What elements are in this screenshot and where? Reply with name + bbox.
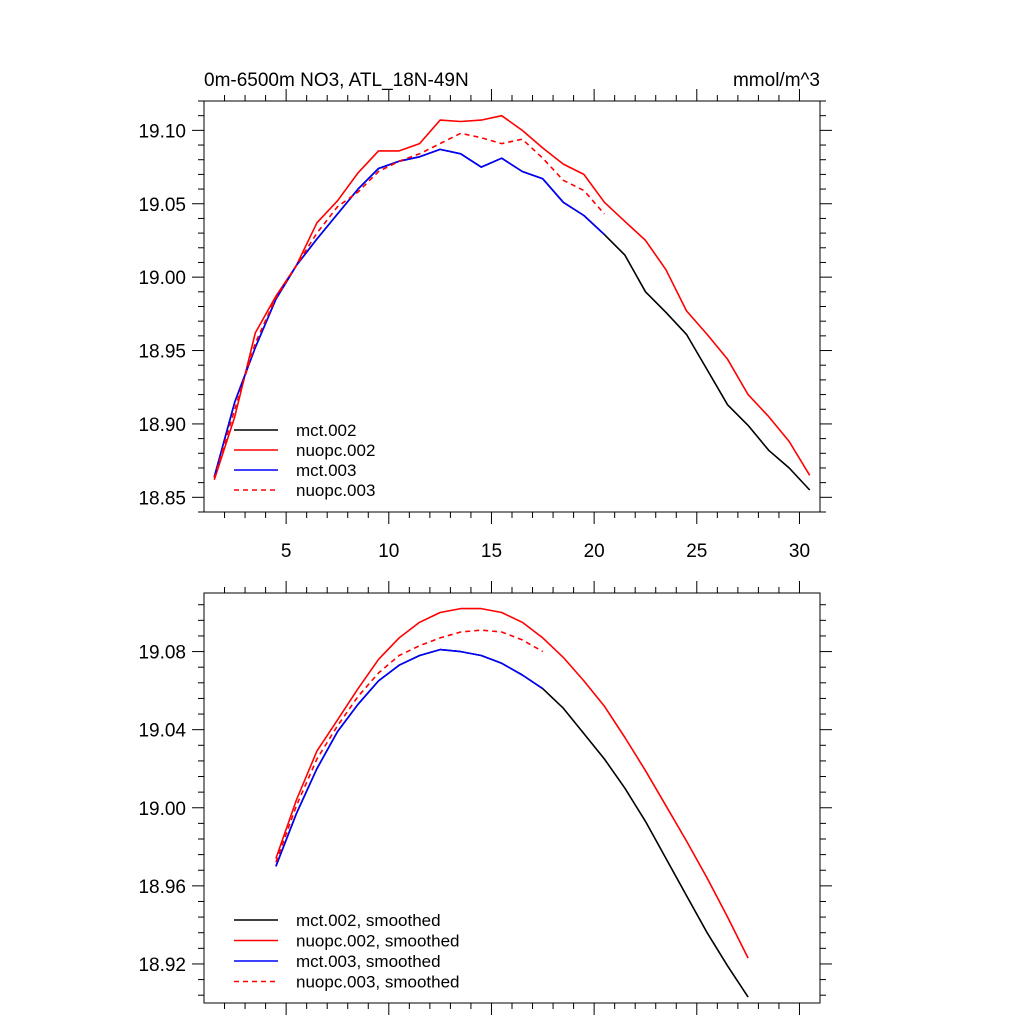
- x-tick-label: 15: [481, 541, 502, 562]
- y-tick-label: 19.04: [138, 721, 186, 742]
- chart-units: mmol/m^3: [733, 70, 820, 91]
- series-line-3: [213, 148, 605, 478]
- y-tick-label: 18.95: [138, 342, 186, 363]
- x-tick-label: 10: [378, 541, 399, 562]
- y-tick-label: 19.10: [138, 121, 186, 142]
- legend-label: nuopc.003, smoothed: [296, 973, 460, 992]
- y-tick-label: 19.05: [138, 195, 186, 216]
- x-tick-label: 5: [281, 541, 292, 562]
- chart-panel-2: 18.92 18.96 19.00 19.04 19.08 mct.002, smooth…: [138, 581, 832, 1015]
- legend-label: mct.003, smoothed: [296, 952, 441, 971]
- legend-label: mct.003: [296, 461, 356, 480]
- y-tick-label: 18.96: [138, 877, 186, 898]
- legend-label: nuopc.003: [296, 481, 375, 500]
- chart-title: 0m-6500m NO3, ATL_18N-49N: [204, 70, 469, 91]
- y-tick-label: 18.92: [138, 955, 186, 976]
- series-line-3: [275, 648, 544, 867]
- legend-label: nuopc.002: [296, 441, 375, 460]
- x-tick-label: 20: [584, 541, 605, 562]
- legend-label: mct.002: [296, 421, 356, 440]
- y-tick-label: 19.08: [138, 643, 186, 664]
- x-tick-label: 25: [686, 541, 707, 562]
- series-line-4: [275, 629, 544, 863]
- y-tick-label: 19.00: [138, 799, 186, 820]
- series-line-2: [213, 114, 811, 480]
- y-tick-label: 18.90: [138, 415, 186, 436]
- series-line-4: [213, 132, 606, 479]
- legend-label: nuopc.002, smoothed: [296, 932, 460, 951]
- x-tick-label: 30: [789, 541, 810, 562]
- legend-label: mct.002, smoothed: [296, 911, 441, 930]
- chart-panel-1: 18.85 18.90 18.95 19.00 19.05 19.10 5 10 15 20 25 3…: [138, 70, 832, 562]
- y-tick-label: 18.85: [138, 488, 186, 509]
- series-line-2: [275, 607, 749, 959]
- y-tick-label: 19.00: [138, 268, 186, 289]
